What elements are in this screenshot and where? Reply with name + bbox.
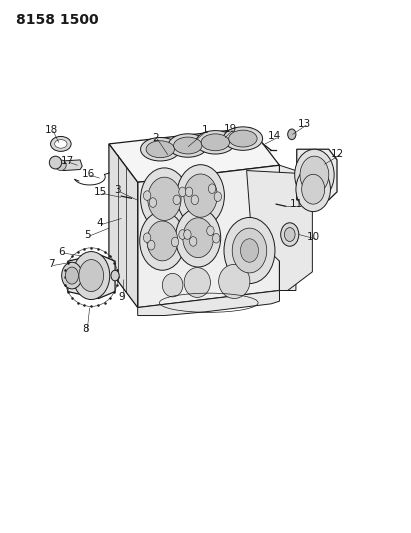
Ellipse shape xyxy=(146,141,175,158)
Ellipse shape xyxy=(184,174,217,217)
Ellipse shape xyxy=(143,191,151,200)
Text: 13: 13 xyxy=(298,119,311,128)
Ellipse shape xyxy=(173,195,180,205)
Ellipse shape xyxy=(281,223,299,246)
Ellipse shape xyxy=(219,264,250,298)
Polygon shape xyxy=(68,254,115,298)
Text: 14: 14 xyxy=(268,132,281,141)
Polygon shape xyxy=(53,160,82,171)
Ellipse shape xyxy=(296,167,330,212)
Ellipse shape xyxy=(148,240,155,250)
Text: 17: 17 xyxy=(61,156,74,166)
Polygon shape xyxy=(138,165,279,308)
Ellipse shape xyxy=(162,273,183,297)
Ellipse shape xyxy=(184,268,210,297)
Ellipse shape xyxy=(189,237,197,246)
Text: 3: 3 xyxy=(115,185,121,195)
Ellipse shape xyxy=(300,156,329,193)
Ellipse shape xyxy=(143,233,151,243)
Polygon shape xyxy=(247,171,312,290)
Ellipse shape xyxy=(177,165,224,227)
Text: 10: 10 xyxy=(307,232,320,242)
Polygon shape xyxy=(138,290,279,316)
Ellipse shape xyxy=(65,267,79,284)
Ellipse shape xyxy=(111,270,119,281)
Ellipse shape xyxy=(140,212,185,270)
Text: 15: 15 xyxy=(94,187,107,197)
Ellipse shape xyxy=(51,136,71,151)
Text: 16: 16 xyxy=(82,169,95,179)
Text: 18: 18 xyxy=(45,125,58,135)
Ellipse shape xyxy=(295,149,334,200)
Ellipse shape xyxy=(302,174,325,204)
Ellipse shape xyxy=(229,130,257,147)
Text: 2: 2 xyxy=(152,133,159,142)
Text: 6: 6 xyxy=(58,247,65,256)
Text: 5: 5 xyxy=(84,230,90,239)
Polygon shape xyxy=(109,144,138,308)
Ellipse shape xyxy=(223,127,263,150)
Ellipse shape xyxy=(191,195,199,205)
Ellipse shape xyxy=(185,187,193,197)
Ellipse shape xyxy=(208,184,216,193)
Text: 7: 7 xyxy=(48,259,55,269)
Ellipse shape xyxy=(55,160,66,171)
Text: 8158 1500: 8158 1500 xyxy=(16,13,99,27)
Ellipse shape xyxy=(79,260,104,292)
Ellipse shape xyxy=(196,131,235,154)
Text: 9: 9 xyxy=(119,292,125,302)
Ellipse shape xyxy=(173,137,202,154)
Ellipse shape xyxy=(168,134,208,157)
Ellipse shape xyxy=(179,187,186,197)
Ellipse shape xyxy=(141,168,188,230)
Text: 1: 1 xyxy=(201,125,208,134)
Ellipse shape xyxy=(147,221,178,261)
Ellipse shape xyxy=(148,177,181,221)
Text: 8: 8 xyxy=(82,325,88,334)
Ellipse shape xyxy=(201,134,230,151)
Ellipse shape xyxy=(171,237,179,247)
Ellipse shape xyxy=(214,192,222,201)
Ellipse shape xyxy=(141,138,180,161)
Ellipse shape xyxy=(284,228,295,241)
Ellipse shape xyxy=(288,129,296,140)
Ellipse shape xyxy=(183,218,213,257)
Ellipse shape xyxy=(49,156,62,169)
Ellipse shape xyxy=(212,233,220,243)
Ellipse shape xyxy=(149,198,157,207)
Ellipse shape xyxy=(232,228,267,273)
Text: 4: 4 xyxy=(97,218,103,228)
Ellipse shape xyxy=(207,226,214,236)
Text: 19: 19 xyxy=(224,124,237,134)
Polygon shape xyxy=(109,128,279,182)
Text: 11: 11 xyxy=(290,199,303,209)
Ellipse shape xyxy=(73,252,110,300)
Ellipse shape xyxy=(240,239,259,262)
Polygon shape xyxy=(279,165,296,290)
Ellipse shape xyxy=(224,217,275,284)
Ellipse shape xyxy=(175,208,221,267)
Ellipse shape xyxy=(179,230,186,239)
Text: 12: 12 xyxy=(331,149,344,158)
Ellipse shape xyxy=(184,230,191,239)
Ellipse shape xyxy=(55,140,67,148)
Polygon shape xyxy=(297,149,337,200)
Ellipse shape xyxy=(62,262,82,289)
